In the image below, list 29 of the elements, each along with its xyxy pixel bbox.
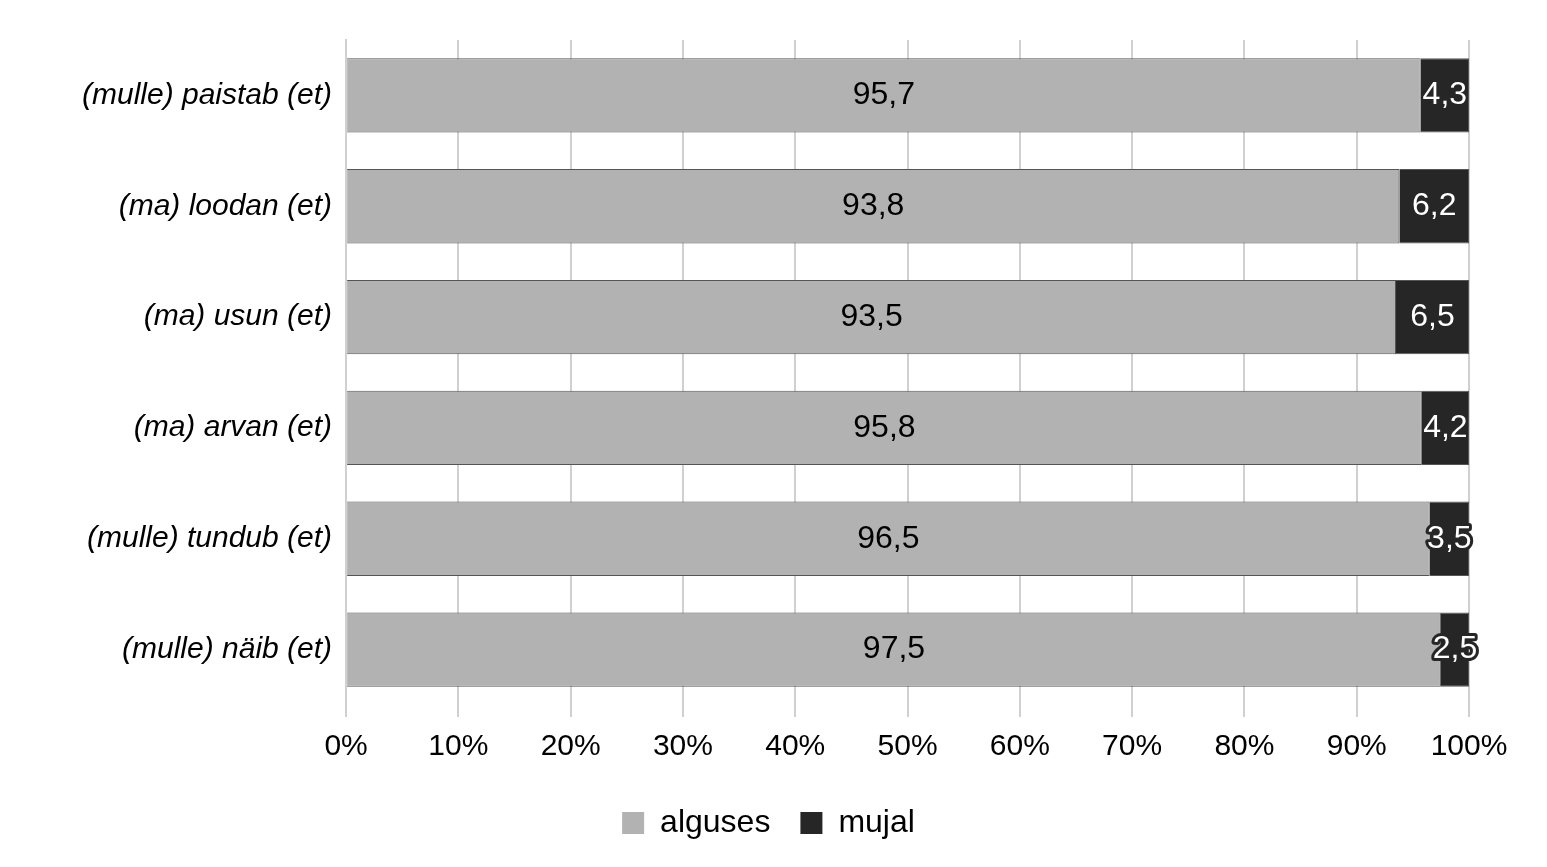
data-label: 93,8 (842, 186, 905, 223)
x-tick-label: 10% (428, 728, 489, 762)
y-tick-label: (mulle) näib (et) (122, 630, 333, 664)
y-tick-label: (ma) usun (et) (143, 298, 333, 332)
data-label: 93,5 (840, 296, 903, 333)
x-tick-label: 90% (1326, 728, 1387, 762)
y-tick-label: (ma) arvan (et) (133, 409, 333, 443)
y-tick-label: (ma) loodan (et) (118, 187, 333, 221)
data-label: 97,5 (862, 629, 926, 666)
x-tick-label: 50% (877, 728, 938, 762)
data-label: 95,8 (853, 407, 916, 444)
x-tick-label: 70% (1102, 728, 1163, 762)
y-tick-label: (mulle) tundub (et) (86, 520, 333, 554)
legend-label: alguses (660, 802, 771, 839)
data-label: 4,2 (1423, 407, 1468, 444)
x-tick-label: 20% (540, 728, 601, 762)
x-tick-label: 0% (324, 728, 368, 762)
x-tick-label: 80% (1214, 728, 1275, 762)
data-label: 6,2 (1411, 186, 1457, 223)
data-label: 95,7 (852, 75, 916, 112)
data-label: 96,5 (857, 518, 920, 555)
x-tick-label: 40% (765, 728, 826, 762)
x-tick-label: 60% (989, 728, 1050, 762)
y-tick-label: (mulle) paistab (et) (82, 76, 333, 110)
legend-label: mujal (838, 802, 915, 839)
data-label: 6,5 (1410, 296, 1455, 333)
x-tick-label: 30% (652, 728, 713, 762)
x-tick-label: 100% (1430, 728, 1508, 762)
data-label: 4,3 (1422, 75, 1468, 112)
